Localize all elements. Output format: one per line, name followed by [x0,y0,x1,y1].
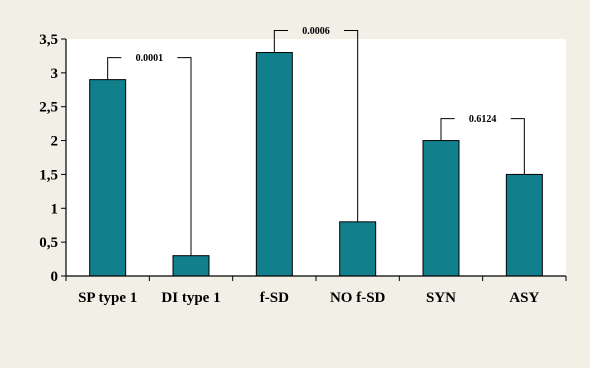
y-tick-label: 0,5 [39,235,58,251]
bracket-left-2 [273,30,288,53]
x-tick-label: SYN [426,290,456,306]
bar-6 [505,173,543,277]
y-tick-label: 2,5 [39,100,58,116]
annotations-group: 0.0001 0.0006 0.6124 [107,26,525,256]
y-tick-label: 1,5 [39,167,58,183]
bar-4 [339,221,377,277]
p-value-label: 0.0006 [302,26,330,37]
bracket-right-2 [344,30,359,222]
y-tick-label: 3 [51,66,59,82]
bracket-right-3 [510,118,525,175]
x-tick-label: ASY [509,290,539,306]
bar-2 [172,255,210,277]
bars-group [89,52,543,277]
bar-1 [89,79,127,277]
p-value-label: 0.0001 [136,53,164,64]
bracket-right-1 [177,57,192,256]
y-tick-label: 2 [51,134,59,150]
plot-background [66,39,566,276]
x-tick-label: NO f-SD [330,290,386,306]
y-tick-label: 0 [51,269,59,285]
y-axis: 0 0,5 1 1,5 2 2,5 3 3,5 [39,32,67,285]
p-value-label: 0.6124 [469,114,497,125]
x-tick-label: DI type 1 [161,290,220,306]
bracket-left-3 [440,118,455,141]
bar-3 [255,52,293,277]
x-axis: SP type 1 DI type 1 f-SD NO f-SD SYN ASY [65,275,567,306]
bar-5 [422,140,460,277]
bracket-left-1 [107,57,122,80]
y-tick-label: 3,5 [39,32,58,48]
x-tick-label: SP type 1 [78,290,137,306]
y-tick-label: 1 [51,201,59,217]
x-tick-label: f-SD [260,290,289,306]
